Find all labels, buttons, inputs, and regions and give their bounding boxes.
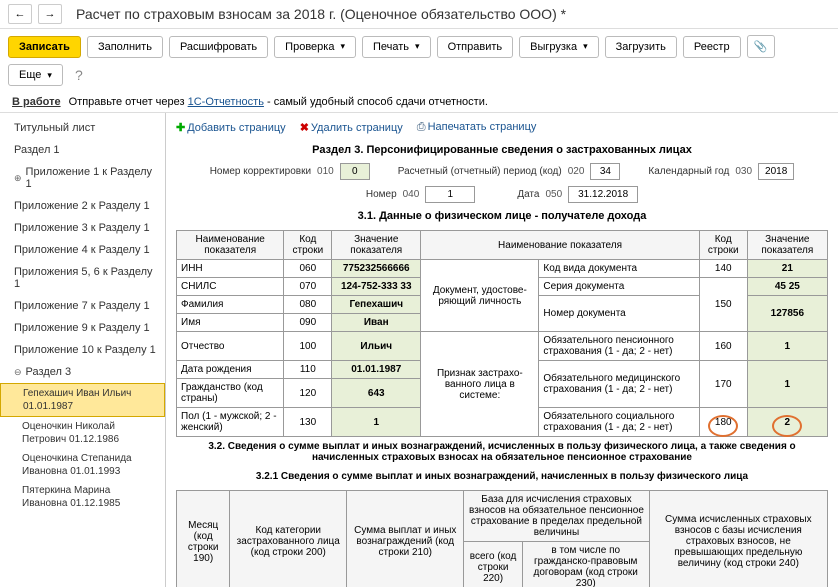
subsec31-title: 3.1. Данные о физическом лице - получате… xyxy=(176,206,828,226)
decrypt-button[interactable]: Расшифровать xyxy=(169,36,268,58)
content: ✚Добавить страницу ✖Удалить страницу ⎙На… xyxy=(166,113,838,587)
status-text: Отправьте отчет через 1С-Отчетность - са… xyxy=(69,96,488,108)
corr-input[interactable]: 0 xyxy=(340,163,370,180)
sidebar-item[interactable]: Приложение 1 к Разделу 1 xyxy=(0,161,165,195)
print-button[interactable]: Печать xyxy=(362,36,431,58)
sidebar-subitem[interactable]: Оценочкин Николай Петрович 01.12.1986 xyxy=(0,417,165,449)
fill-button[interactable]: Заполнить xyxy=(87,36,163,58)
sidebar-item[interactable]: Приложение 4 к Разделу 1 xyxy=(0,239,165,261)
sidebar-subitem[interactable]: Оценочкина Степанида Ивановна 01.01.1993 xyxy=(0,449,165,481)
sidebar-item[interactable]: Раздел 3 xyxy=(0,361,165,383)
check-button[interactable]: Проверка xyxy=(274,36,356,58)
sidebar-item[interactable]: Титульный лист xyxy=(0,117,165,139)
section3-title: Раздел 3. Персонифицированные сведения о… xyxy=(176,140,828,160)
table-32: Месяц (код строки 190) Код категории зас… xyxy=(176,490,828,587)
subsec321-title: 3.2.1 Сведения о сумме выплат и иных воз… xyxy=(176,467,828,486)
sidebar-item[interactable]: Приложение 3 к Разделу 1 xyxy=(0,217,165,239)
add-page-link[interactable]: ✚Добавить страницу xyxy=(176,121,286,134)
load-button[interactable]: Загрузить xyxy=(605,36,677,58)
sidebar-item[interactable]: Приложение 7 к Разделу 1 xyxy=(0,295,165,317)
send-button[interactable]: Отправить xyxy=(437,36,514,58)
table-31: Наименование показателяКод строкиЗначени… xyxy=(176,230,828,437)
sidebar-item[interactable]: Раздел 1 xyxy=(0,139,165,161)
export-button[interactable]: Выгрузка xyxy=(519,36,599,58)
sidebar: Титульный листРаздел 1Приложение 1 к Раз… xyxy=(0,113,166,587)
status-badge[interactable]: В работе xyxy=(12,96,61,108)
sidebar-item[interactable]: Приложение 2 к Разделу 1 xyxy=(0,195,165,217)
attach-button[interactable]: 📎 xyxy=(747,35,775,58)
period-input[interactable]: 34 xyxy=(590,163,620,180)
num-input[interactable]: 1 xyxy=(425,186,475,203)
sidebar-subitem[interactable]: Пятеркина Марина Ивановна 01.12.1985 xyxy=(0,481,165,513)
sidebar-item[interactable]: Приложение 9 к Разделу 1 xyxy=(0,317,165,339)
sidebar-item[interactable]: Приложения 5, 6 к Разделу 1 xyxy=(0,261,165,295)
page-title: Расчет по страховым взносам за 2018 г. (… xyxy=(76,6,566,22)
sidebar-item[interactable]: Приложение 10 к Разделу 1 xyxy=(0,339,165,361)
write-button[interactable]: Записать xyxy=(8,36,81,58)
date-input[interactable]: 31.12.2018 xyxy=(568,186,638,203)
more-button[interactable]: Еще xyxy=(8,64,63,86)
sidebar-subitem[interactable]: Гепехашич Иван Ильич 01.01.1987 xyxy=(0,383,165,417)
del-page-link[interactable]: ✖Удалить страницу xyxy=(300,121,403,134)
subsec32-title: 3.2. Сведения о сумме выплат и иных возн… xyxy=(176,437,828,467)
help-icon[interactable]: ? xyxy=(69,67,89,83)
nav-back[interactable]: ← xyxy=(8,4,32,24)
print-page-link[interactable]: ⎙Напечатать страницу xyxy=(417,121,537,134)
year-input[interactable]: 2018 xyxy=(758,163,794,180)
nav-fwd[interactable]: → xyxy=(38,4,62,24)
reporting-link[interactable]: 1С-Отчетность xyxy=(188,96,264,108)
registry-button[interactable]: Реестр xyxy=(683,36,741,58)
